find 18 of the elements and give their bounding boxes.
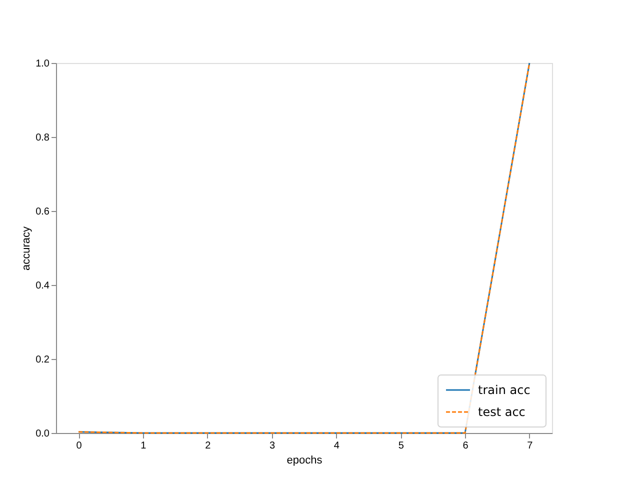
x-tick-label: 6 (462, 440, 469, 452)
x-tick-label: 3 (270, 440, 276, 452)
x-tick-label: 0 (76, 440, 82, 452)
x-tick-label: 5 (398, 440, 404, 452)
x-tick-label: 2 (205, 440, 212, 452)
y-tick-label: 0.0 (36, 428, 50, 440)
legend-label: train acc (478, 383, 530, 397)
y-tick-label: 1.0 (36, 58, 50, 70)
x-tick-label: 4 (334, 440, 340, 452)
y-tick-label: 0.8 (36, 132, 50, 144)
x-tick-label: 1 (140, 440, 147, 452)
x-axis-title: epochs (286, 454, 323, 466)
y-tick-label: 0.6 (36, 206, 50, 218)
y-axis-title: accuracy (20, 226, 33, 271)
y-tick-label: 0.2 (36, 354, 50, 366)
y-tick-label: 0.4 (36, 280, 50, 292)
x-tick-label: 7 (527, 440, 534, 452)
legend-label: test acc (478, 405, 526, 419)
